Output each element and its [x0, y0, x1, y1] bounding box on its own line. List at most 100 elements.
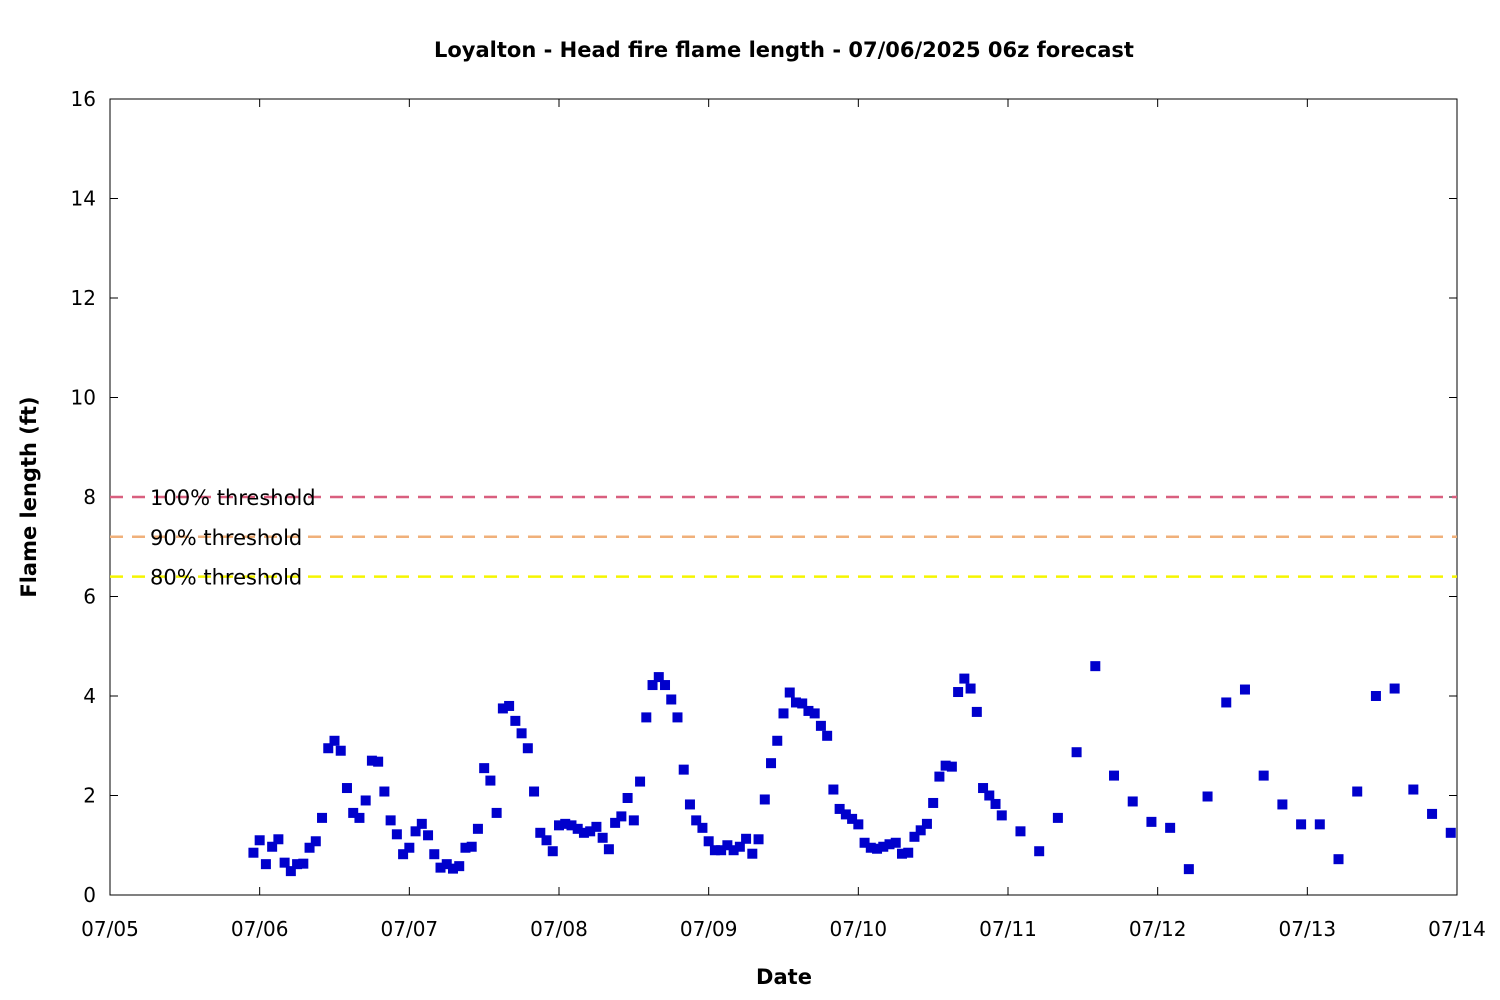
y-tick-label: 10 [71, 386, 96, 410]
data-point [1408, 784, 1419, 795]
data-point [840, 809, 851, 820]
x-tick-label: 07/08 [530, 917, 588, 941]
data-point [946, 761, 957, 772]
data-point [928, 797, 939, 808]
data-point [822, 730, 833, 741]
data-point [304, 842, 315, 853]
data-point [921, 818, 932, 829]
data-point [1015, 826, 1026, 837]
data-point [1296, 819, 1307, 830]
y-tick-label: 14 [71, 187, 96, 211]
data-point [1314, 819, 1325, 830]
x-tick-label: 07/12 [1129, 917, 1187, 941]
data-point [279, 857, 290, 868]
data-point [447, 863, 458, 874]
data-point [341, 783, 352, 794]
data-point [1239, 684, 1250, 695]
y-tick-label: 12 [71, 286, 96, 310]
data-point [260, 859, 271, 870]
y-tick-label: 4 [83, 684, 96, 708]
threshold-label: 100% threshold [150, 486, 316, 510]
data-point [896, 848, 907, 859]
data-point [703, 836, 714, 847]
data-point [466, 841, 477, 852]
data-point [647, 680, 658, 691]
axis-ticks [109, 98, 1458, 896]
data-point [790, 697, 801, 708]
data-point [597, 832, 608, 843]
data-point [535, 827, 546, 838]
data-point [547, 846, 558, 857]
data-point [485, 775, 496, 786]
data-point [635, 776, 646, 787]
data-point [847, 813, 858, 824]
data-point [1258, 770, 1269, 781]
data-point [285, 866, 296, 877]
data-point [541, 835, 552, 846]
data-point [753, 834, 764, 845]
data-point [697, 822, 708, 833]
y-axis-tick-labels: 0 2 4 6 8 10 12 14 16 [71, 87, 96, 907]
data-point [622, 792, 633, 803]
data-point [797, 698, 808, 709]
data-point [865, 842, 876, 853]
data-point [491, 807, 502, 818]
data-point [560, 818, 571, 829]
data-point [566, 820, 577, 831]
data-point [766, 758, 777, 769]
y-tick-label: 16 [71, 87, 96, 111]
data-point [423, 830, 434, 841]
data-point [1370, 691, 1381, 701]
data-point [903, 847, 914, 858]
data-point [454, 861, 465, 872]
data-point [716, 845, 727, 856]
data-point [404, 842, 415, 853]
data-point [741, 833, 752, 844]
data-point [691, 815, 702, 826]
data-point [610, 817, 621, 828]
data-point [834, 803, 845, 814]
data-point [628, 815, 639, 826]
data-point [472, 823, 483, 834]
data-point [1146, 816, 1157, 827]
y-tick-label: 8 [83, 485, 96, 509]
data-point [709, 845, 720, 856]
x-tick-label: 07/06 [231, 917, 289, 941]
threshold-lines: 100% threshold 90% threshold 80% threshold [110, 486, 1457, 590]
data-point [971, 706, 982, 717]
x-axis-tick-labels: 07/05 07/06 07/07 07/08 07/09 07/10 07/11 07/12… [81, 917, 1486, 941]
data-point [479, 763, 490, 774]
data-point [641, 712, 652, 723]
data-point [416, 818, 427, 829]
data-point [1071, 747, 1082, 758]
data-point [267, 841, 278, 852]
data-point [772, 735, 783, 746]
data-point [522, 743, 533, 754]
data-point [660, 680, 671, 691]
data-point [335, 745, 346, 756]
data-point [803, 705, 814, 716]
data-point [747, 848, 758, 859]
data-point [410, 826, 421, 837]
data-point [959, 673, 970, 684]
data-point [354, 812, 365, 823]
data-point [1202, 791, 1213, 802]
data-point [391, 829, 402, 840]
x-tick-label: 07/07 [381, 917, 439, 941]
data-point [815, 720, 826, 731]
data-point [778, 708, 789, 719]
data-point [504, 700, 515, 711]
data-point [890, 837, 901, 848]
x-tick-label: 07/10 [830, 917, 888, 941]
data-point [373, 756, 384, 767]
data-point [878, 841, 889, 852]
y-axis-label: Flame length (ft) [17, 396, 41, 597]
data-point [1352, 786, 1363, 797]
data-point [317, 812, 328, 823]
data-point [953, 687, 964, 698]
data-point [934, 771, 945, 782]
data-point [572, 823, 583, 834]
data-point [1034, 846, 1045, 857]
data-point [497, 703, 508, 714]
